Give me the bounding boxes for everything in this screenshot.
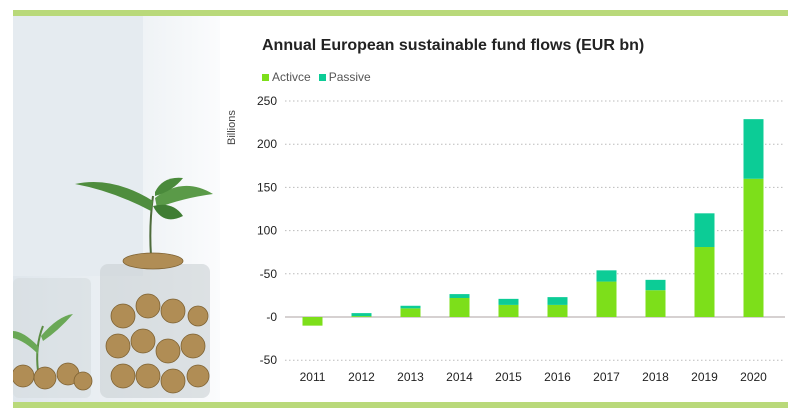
y-tick-label: -0 (266, 310, 277, 324)
bar-active-2014 (449, 297, 470, 317)
bottom-accent-bar (13, 402, 788, 408)
y-tick-label: -50 (260, 267, 278, 281)
legend-item-active[interactable]: Activce (262, 70, 311, 84)
y-tick-label: -50 (260, 353, 278, 367)
bar-passive-2020 (743, 119, 764, 179)
y-tick-label: 100 (257, 224, 277, 238)
x-tick-label: 2014 (446, 370, 473, 384)
bar-passive-2015 (498, 298, 519, 305)
bar-active-2017 (596, 281, 617, 317)
bar-passive-2016 (547, 297, 568, 305)
x-tick-label: 2017 (593, 370, 620, 384)
bar-active-2020 (743, 178, 764, 317)
x-tick-label: 2020 (740, 370, 767, 384)
y-tick-label: 150 (257, 180, 277, 194)
bar-active-2018 (645, 290, 666, 317)
top-accent-bar (13, 10, 788, 16)
bar-passive-2017 (596, 270, 617, 282)
legend-swatch-passive (318, 74, 326, 81)
legend-label-active: Activce (272, 70, 311, 84)
x-tick-label: 2019 (691, 370, 718, 384)
plant-jars-photo (13, 16, 220, 402)
bar-active-2019 (694, 247, 715, 317)
bar-passive-2018 (645, 279, 666, 291)
bar-active-2013 (400, 308, 421, 317)
legend-item-passive[interactable]: Passive (318, 70, 371, 84)
bar-passive-2013 (400, 305, 421, 309)
y-tick-label: 200 (257, 137, 277, 151)
chart-legend: Activce Passive (262, 70, 371, 84)
x-tick-label: 2015 (495, 370, 522, 384)
legend-swatch-active (262, 74, 269, 81)
chart-title: Annual European sustainable fund flows (… (262, 37, 645, 54)
bar-passive-2019 (694, 213, 715, 248)
bar-active-2011 (302, 317, 323, 326)
bar-active-2012 (351, 316, 372, 317)
legend-label-passive: Passive (328, 70, 371, 84)
x-tick-label: 2018 (642, 370, 669, 384)
x-tick-label: 2012 (348, 370, 375, 384)
bar-passive-2014 (449, 294, 470, 298)
y-tick-label: 250 (257, 94, 277, 108)
bar-active-2016 (547, 304, 568, 317)
x-tick-label: 2016 (544, 370, 571, 384)
x-tick-label: 2013 (397, 370, 424, 384)
x-tick-label: 2011 (300, 370, 326, 384)
bar-passive-2012 (351, 313, 372, 317)
bar-active-2015 (498, 304, 519, 317)
